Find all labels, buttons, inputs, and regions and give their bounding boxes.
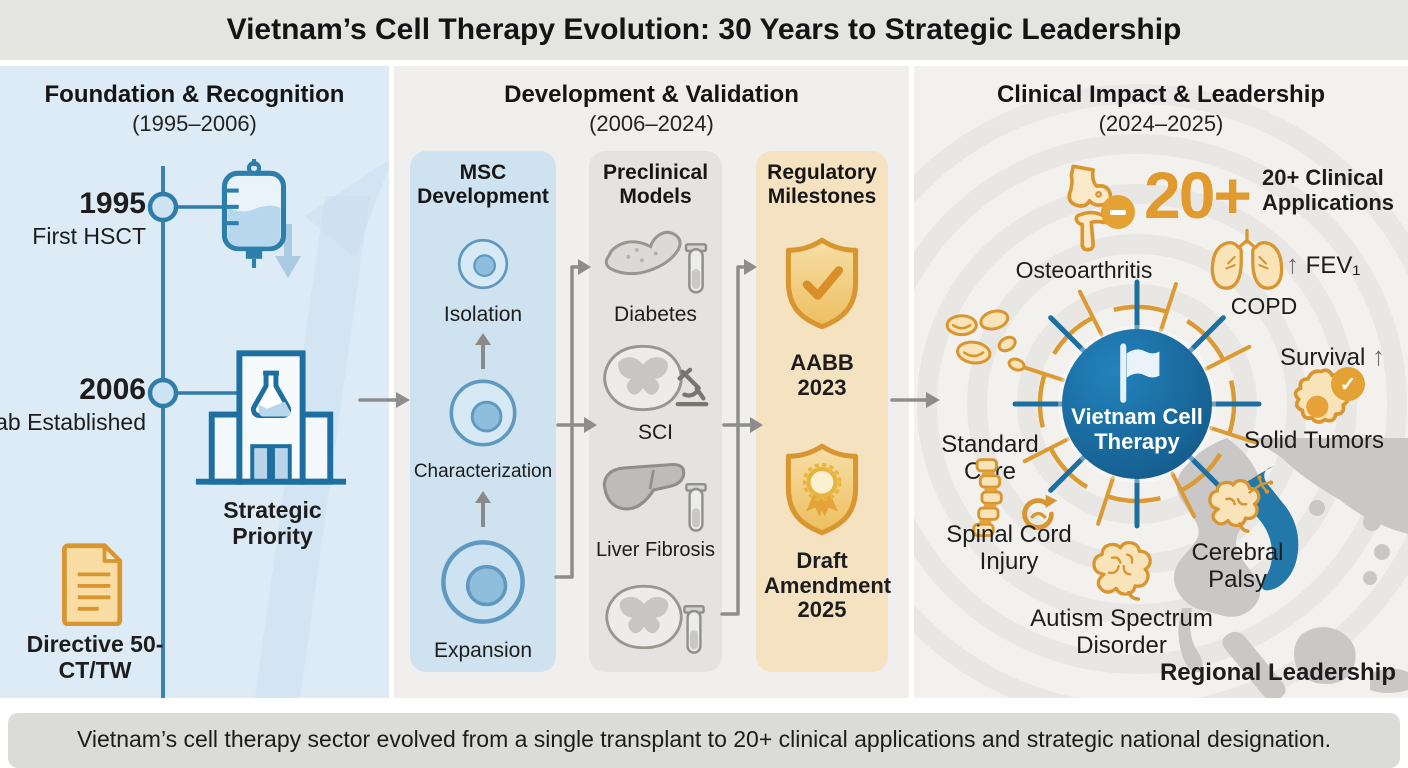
timeline-node-2006	[147, 377, 179, 409]
footer-summary: Vietnam’s cell therapy sector evolved fr…	[76, 726, 1332, 752]
milestone-aabb-label: AABB 2023	[790, 350, 854, 400]
refresh-badge-icon	[1022, 494, 1058, 530]
up-arrow-icon	[475, 491, 491, 527]
expansion-label: Expansion	[433, 639, 533, 662]
lab-building-icon	[195, 350, 347, 485]
microscope-icon	[675, 367, 709, 407]
directive-label: Directive 50-CT/TW	[26, 631, 164, 683]
survival-label: Survival	[1280, 344, 1366, 371]
spine-icon	[972, 458, 1003, 537]
page-title: Vietnam’s Cell Therapy Evolution: 30 Yea…	[226, 13, 1182, 46]
event-1995-label: First HSCT	[32, 223, 146, 249]
footer-bar: Vietnam’s cell therapy sector evolved fr…	[8, 713, 1400, 768]
liver-fibrosis-label: Liver Fibrosis	[596, 539, 715, 561]
up-arrow-icon: ↑	[1286, 249, 1299, 279]
diabetes-label: Diabetes	[614, 303, 697, 326]
foundation-title: Foundation & Recognition	[44, 81, 345, 108]
hub-vietnam-cell-therapy: Vietnam Cell Therapy	[1062, 329, 1212, 479]
copd-label: COPD	[1230, 293, 1298, 319]
foundation-subtitle: (1995–2006)	[132, 111, 257, 136]
fev-metric: ↑ FEV₁	[1286, 249, 1361, 280]
brain-icon	[1092, 540, 1152, 601]
cell-isolation-icon	[457, 238, 509, 290]
lungs-icon	[1210, 228, 1284, 290]
event-2006-label: Lab Established	[0, 409, 146, 435]
directive-document-icon	[61, 543, 123, 626]
isolation-label: Isolation	[443, 303, 523, 326]
cell-characterization-icon	[449, 379, 517, 447]
brain-neuron-icon	[1208, 475, 1274, 533]
test-tube-icon	[685, 483, 707, 532]
solid-tumors-label: Solid Tumors	[1243, 427, 1385, 454]
panel-development: Development & Validation (2006–2024) MSC…	[394, 66, 909, 698]
regulatory-title: Regulatory Milestones	[767, 161, 877, 209]
card-preclinical-models: Preclinical Models Diabetes	[589, 151, 722, 672]
development-subtitle: (2006–2024)	[589, 111, 714, 136]
stat-20plus: 20+	[1144, 158, 1252, 232]
panel-clinical: Clinical Impact & Leadership (2024–2025)…	[914, 66, 1408, 698]
iv-bag-icon	[221, 159, 287, 268]
panel-foundation: Foundation & Recognition (1995–2006) 199…	[0, 66, 389, 698]
msc-title: MSC Development	[417, 161, 549, 209]
cerebral-palsy-label: Cerebral Palsy	[1191, 539, 1284, 593]
shield-check-icon	[785, 237, 859, 330]
fev-label: FEV₁	[1305, 252, 1361, 279]
card-msc-development: MSC Development Isolation Characterizati…	[410, 151, 556, 672]
autism-label: Autism Spectrum Disorder	[1030, 605, 1213, 659]
blood-cells-icon	[945, 309, 1026, 372]
liver-icon	[602, 462, 686, 511]
timeline-node-1995	[147, 191, 179, 223]
up-arrow-icon: ↑	[1372, 341, 1386, 371]
hub-label: Vietnam Cell Therapy	[1071, 404, 1203, 454]
sci-label: SCI	[637, 421, 673, 444]
clinical-subtitle: (2024–2025)	[1098, 111, 1224, 136]
growth-arrow-head	[305, 160, 389, 258]
year-1995: 1995	[79, 187, 146, 220]
check-glyph: ✓	[1339, 373, 1357, 396]
cell-expansion-icon	[441, 540, 525, 624]
flag-icon	[1120, 343, 1160, 403]
year-2006: 2006	[79, 373, 146, 406]
test-tube-icon	[683, 605, 705, 654]
pancreas-icon	[604, 230, 682, 276]
card-regulatory-milestones: Regulatory Milestones AABB 2023 Draft Am…	[756, 151, 892, 672]
strategic-priority-label: Strategic Priority	[223, 497, 322, 549]
shield-award-icon	[785, 443, 859, 536]
clinical-title: Clinical Impact & Leadership	[996, 81, 1326, 108]
spinal-cord-injury-label: Spinal Cord Injury	[946, 521, 1072, 575]
milestone-draft-label: Draft Amendment 2025	[764, 548, 892, 623]
test-tube-icon	[684, 243, 708, 294]
knee-joint-icon	[1067, 164, 1113, 252]
minus-badge-icon	[1101, 195, 1135, 229]
osteoarthritis-label: Osteoarthritis	[1015, 257, 1153, 283]
stat-20plus-label: 20+ Clinical Applications	[1262, 165, 1395, 215]
preclinical-title: Preclinical Models	[602, 161, 709, 209]
development-title: Development & Validation	[504, 81, 799, 108]
check-badge-icon: ✓	[1331, 367, 1365, 401]
characterization-label: Characterization	[413, 461, 553, 482]
spinal-cord-section-icon	[605, 584, 683, 650]
header-bar: Vietnam’s Cell Therapy Evolution: 30 Yea…	[0, 0, 1408, 60]
up-arrow-icon	[475, 333, 491, 369]
regional-leadership-label: Regional Leadership	[1159, 659, 1396, 686]
spinal-cord-section-icon	[603, 344, 683, 412]
survival-metric: Survival ↑	[1280, 341, 1386, 372]
